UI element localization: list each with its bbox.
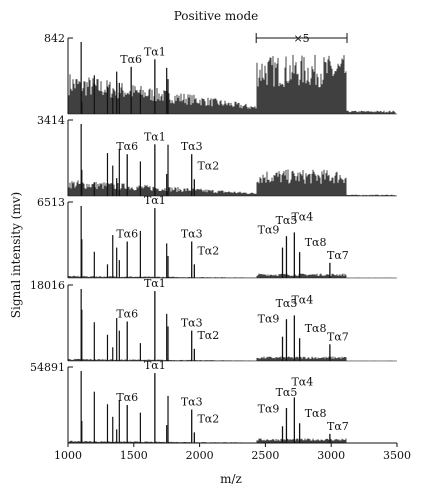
- peak-label: Tα9: [258, 402, 280, 415]
- peak-label: Tα8: [305, 407, 327, 420]
- magnification-label: ×5: [293, 32, 309, 45]
- spectrum-panel: 3414 Tα6 Tα1 Tα3 Tα2: [37, 114, 397, 197]
- peak-label: Tα4: [291, 210, 313, 223]
- peak-label: Tα2: [197, 329, 219, 342]
- peak-label: Tα4: [291, 293, 313, 306]
- peak-label: Tα8: [305, 236, 327, 249]
- panel-ymax-label: 54891: [30, 361, 65, 374]
- y-axis-title: Signal intensity (mv): [9, 192, 23, 318]
- panel-noise-trace: [68, 356, 396, 361]
- peak-label: Tα1: [144, 45, 166, 58]
- peak-label: Tα3: [181, 396, 203, 409]
- magnification-bracket: ×5: [255, 32, 348, 45]
- x-axis: 1000 1500 2000 2500 3000 3500: [54, 442, 411, 462]
- peak-label: Tα3: [181, 228, 203, 241]
- x-tick-label: 3000: [317, 449, 345, 462]
- x-axis-title: m/z: [220, 472, 242, 486]
- x-tick-label: 2000: [186, 449, 214, 462]
- peak-label: Tα2: [197, 159, 219, 172]
- peak-label: Tα7: [327, 330, 349, 343]
- x-tick-label: 1500: [120, 449, 148, 462]
- peak-label: Tα3: [181, 140, 203, 153]
- chart-title: Positive mode: [174, 9, 259, 23]
- peak-label: Tα6: [116, 307, 138, 320]
- peak-label: Tα3: [181, 317, 203, 330]
- panel-noise-trace: [68, 54, 396, 114]
- peak-label: Tα5: [276, 386, 298, 399]
- peak-label: Tα1: [144, 130, 166, 143]
- panel-ymax-label: 842: [44, 32, 65, 45]
- panel-noise-trace: [68, 438, 396, 443]
- panel-noise-trace: [68, 273, 396, 278]
- peak-label: Tα6: [120, 53, 142, 66]
- peak-label: Tα2: [197, 244, 219, 257]
- panel-ymax-label: 3414: [37, 114, 65, 127]
- peak-label: Tα1: [144, 277, 166, 290]
- peak-label: Tα9: [258, 224, 280, 237]
- peak-label: Tα1: [144, 359, 166, 372]
- spectrum-panels: 842Tα6Tα13414Tα6Tα1Tα3Tα26513Tα6Tα1Tα3Tα…: [30, 32, 397, 444]
- peak-label: Tα2: [197, 412, 219, 425]
- peak-label: Tα6: [116, 391, 138, 404]
- peak-label: Tα6: [116, 228, 138, 241]
- x-tick-label: 2500: [251, 449, 279, 462]
- peak-label: Tα1: [144, 194, 166, 207]
- peak-label: Tα5: [276, 297, 298, 310]
- peak-label: Tα4: [291, 375, 313, 388]
- peak-label: Tα7: [327, 420, 349, 433]
- peak-label: Tα6: [116, 140, 138, 153]
- peak-label: Tα5: [276, 214, 298, 227]
- panel-noise-trace: [68, 169, 396, 196]
- panel-ymax-label: 18016: [30, 279, 65, 292]
- x-tick-label: 3500: [383, 449, 411, 462]
- peak-label: Tα8: [305, 322, 327, 335]
- peak-label: Tα7: [327, 249, 349, 262]
- peak-label: Tα9: [258, 313, 280, 326]
- x-tick-label: 1000: [54, 449, 82, 462]
- panel-ymax-label: 6513: [37, 196, 65, 209]
